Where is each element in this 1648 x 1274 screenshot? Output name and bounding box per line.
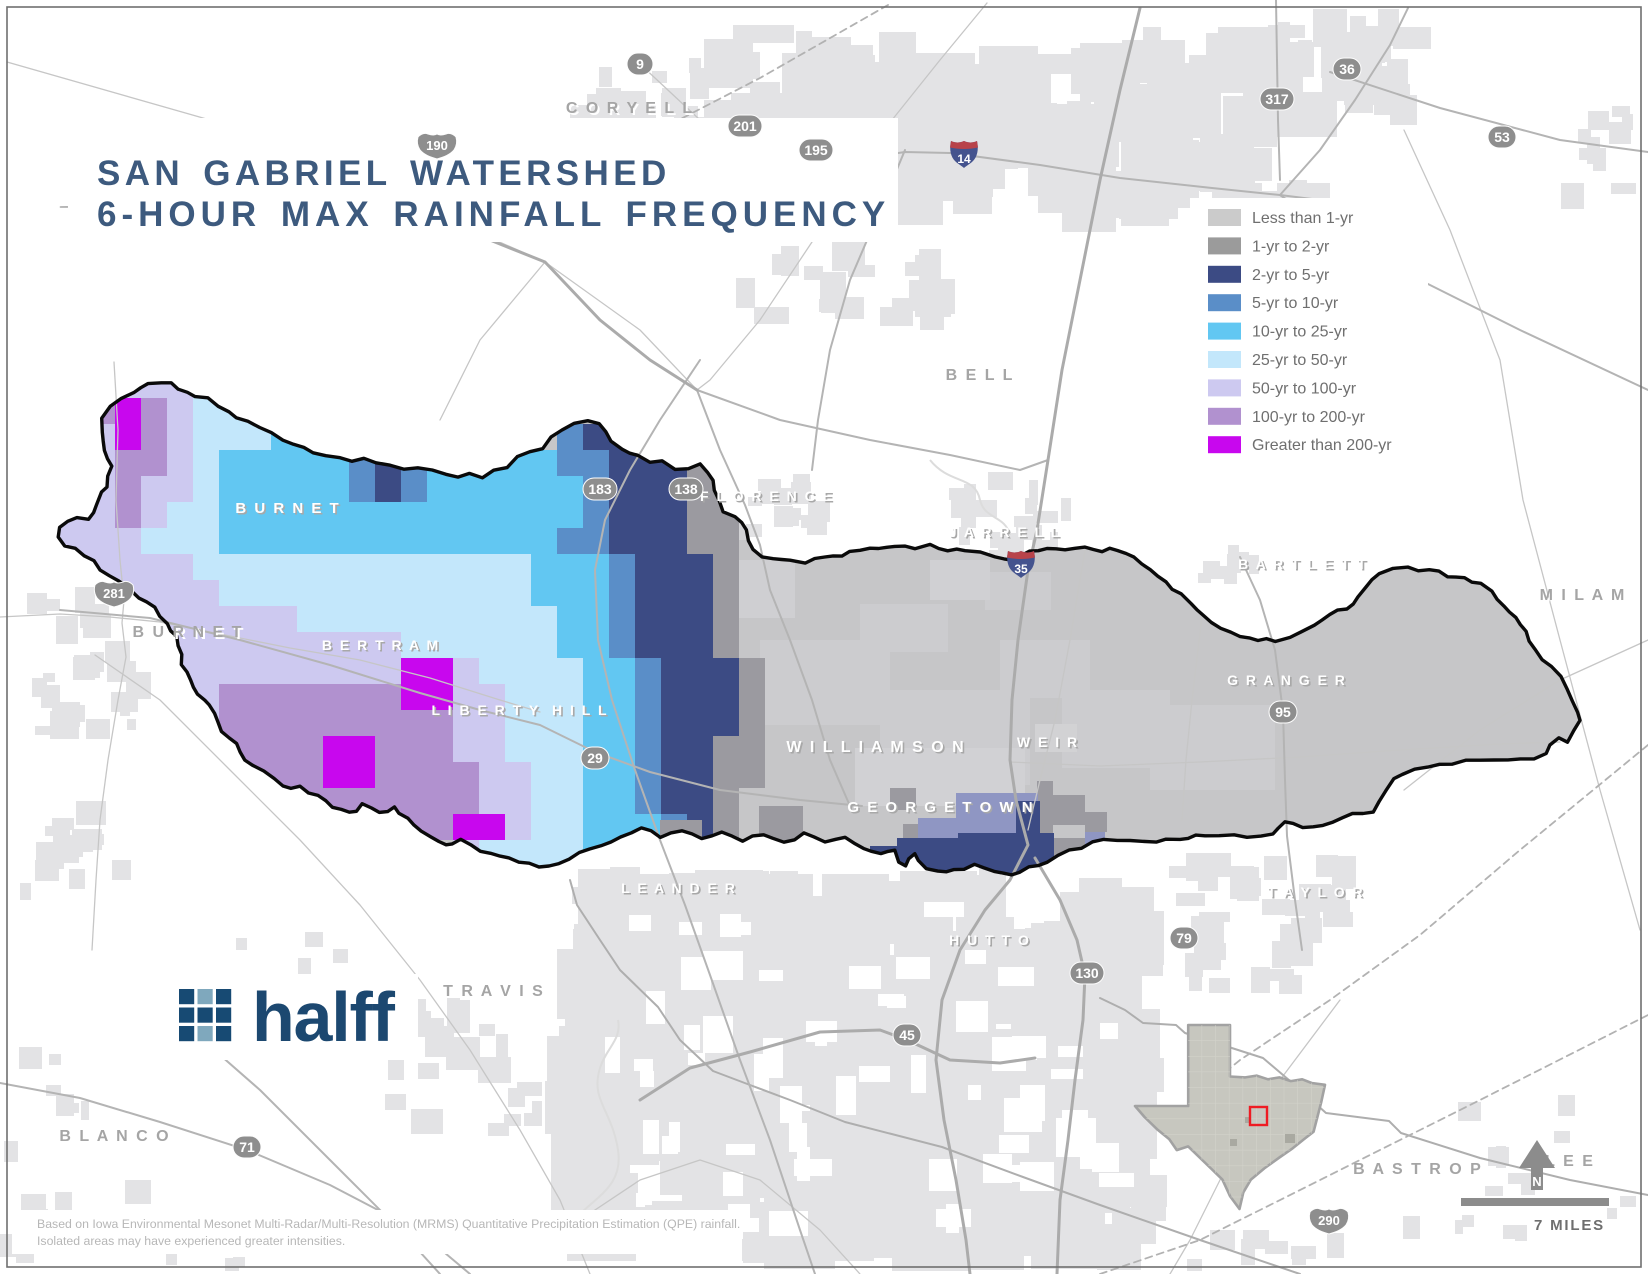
svg-text:B A S T R O P: B A S T R O P: [1355, 1163, 1485, 1180]
svg-text:W I L L I A M S O N: W I L L I A M S O N: [788, 741, 967, 758]
svg-text:H U T T O: H U T T O: [951, 934, 1033, 950]
svg-text:14: 14: [957, 152, 971, 166]
svg-text:190: 190: [426, 138, 448, 153]
svg-text:2-yr to 5-yr: 2-yr to 5-yr: [1252, 267, 1330, 284]
svg-text:L E E: L E E: [1545, 1153, 1595, 1170]
svg-text:L I B E R T Y H I L L: L I B E R T Y H I L L: [431, 702, 608, 718]
svg-text:35: 35: [1014, 562, 1028, 576]
svg-text:C O R Y E L L: C O R Y E L L: [568, 102, 696, 119]
svg-text:45: 45: [899, 1027, 915, 1043]
svg-text:50-yr to 100-yr: 50-yr to 100-yr: [1252, 380, 1357, 397]
svg-text:halff: halff: [252, 978, 396, 1056]
svg-text:B A S T R O P: B A S T R O P: [1353, 1161, 1483, 1178]
svg-text:29: 29: [587, 750, 603, 766]
svg-text:C O R Y E L L: C O R Y E L L: [566, 100, 694, 117]
svg-text:T A Y L O R: T A Y L O R: [1267, 884, 1364, 900]
svg-text:L I B E R T Y H I L L: L I B E R T Y H I L L: [433, 704, 610, 720]
svg-text:B E L L: B E L L: [948, 369, 1017, 386]
svg-text:Less than 1-yr: Less than 1-yr: [1252, 210, 1354, 227]
svg-text:T R A V I S: T R A V I S: [443, 983, 545, 1000]
svg-text:25-yr to 50-yr: 25-yr to 50-yr: [1252, 352, 1348, 369]
svg-text:J A R R E L L: J A R R E L L: [949, 524, 1062, 540]
svg-text:130: 130: [1075, 965, 1099, 981]
svg-text:6-HOUR MAX RAINFALL FREQUENCY: 6-HOUR MAX RAINFALL FREQUENCY: [97, 195, 890, 234]
svg-text:F L O R E N C E: F L O R E N C E: [700, 488, 834, 504]
svg-text:9: 9: [636, 56, 644, 72]
svg-text:M I L A M: M I L A M: [1540, 587, 1627, 604]
svg-text:G E O R G E T O W N: G E O R G E T O W N: [849, 801, 1036, 818]
svg-text:71: 71: [239, 1139, 255, 1155]
svg-text:G R A N G E R: G R A N G E R: [1227, 672, 1347, 688]
svg-text:G E O R G E T O W N: G E O R G E T O W N: [847, 799, 1034, 816]
svg-text:B L A N C O: B L A N C O: [61, 1130, 172, 1147]
svg-text:Greater than 200-yr: Greater than 200-yr: [1252, 437, 1392, 454]
svg-text:H U T T O: H U T T O: [949, 932, 1031, 948]
svg-text:W I L L I A M S O N: W I L L I A M S O N: [786, 739, 965, 756]
svg-text:L E E: L E E: [1547, 1155, 1597, 1172]
svg-text:B A R T L E T T: B A R T L E T T: [1238, 556, 1368, 572]
svg-text:B U R N E T: B U R N E T: [235, 500, 340, 517]
svg-text:T A Y L O R: T A Y L O R: [1269, 886, 1366, 902]
svg-text:J A R R E L L: J A R R E L L: [950, 526, 1063, 542]
svg-text:N: N: [1532, 1174, 1541, 1189]
svg-text:T R A V I S: T R A V I S: [445, 985, 547, 1002]
svg-text:W E I R: W E I R: [1019, 736, 1081, 752]
svg-text:B E R T R A M: B E R T R A M: [324, 639, 442, 655]
svg-text:Based on Iowa Environmental Me: Based on Iowa Environmental Mesonet Mult…: [37, 1217, 740, 1231]
svg-text:281: 281: [103, 586, 125, 601]
svg-text:95: 95: [1275, 704, 1291, 720]
svg-text:B U R N E T: B U R N E T: [237, 502, 342, 519]
svg-text:195: 195: [804, 142, 828, 158]
svg-text:10-yr to 25-yr: 10-yr to 25-yr: [1252, 324, 1348, 341]
svg-text:7 MILES: 7 MILES: [1534, 1217, 1605, 1234]
svg-text:36: 36: [1339, 61, 1355, 77]
svg-text:G R A N G E R: G R A N G E R: [1229, 674, 1349, 690]
svg-text:5-yr to 10-yr: 5-yr to 10-yr: [1252, 295, 1339, 312]
svg-text:B E R T R A M: B E R T R A M: [322, 637, 440, 653]
svg-text:B L A N C O: B L A N C O: [59, 1128, 170, 1145]
svg-text:M I L A M: M I L A M: [1542, 589, 1629, 606]
svg-text:B A R T L E T T: B A R T L E T T: [1240, 558, 1370, 574]
svg-text:79: 79: [1176, 930, 1192, 946]
svg-text:B U R N E T: B U R N E T: [133, 624, 244, 641]
svg-text:317: 317: [1265, 91, 1289, 107]
svg-text:Isolated areas may have experi: Isolated areas may have experienced grea…: [37, 1234, 345, 1248]
svg-text:53: 53: [1494, 129, 1510, 145]
svg-text:F L O R E N C E: F L O R E N C E: [702, 490, 836, 506]
svg-text:100-yr to 200-yr: 100-yr to 200-yr: [1252, 409, 1366, 426]
svg-text:SAN GABRIEL WATERSHED: SAN GABRIEL WATERSHED: [97, 154, 671, 193]
svg-text:183: 183: [588, 481, 612, 497]
svg-text:138: 138: [674, 481, 698, 497]
svg-text:L E A N D E R: L E A N D E R: [623, 882, 739, 898]
svg-text:1-yr to 2-yr: 1-yr to 2-yr: [1252, 238, 1330, 255]
svg-text:B E L L: B E L L: [946, 367, 1015, 384]
svg-text:B U R N E T: B U R N E T: [135, 626, 246, 643]
svg-text:W E I R: W E I R: [1017, 734, 1079, 750]
svg-text:201: 201: [733, 118, 757, 134]
svg-text:L E A N D E R: L E A N D E R: [621, 880, 737, 896]
svg-text:290: 290: [1318, 1213, 1340, 1228]
